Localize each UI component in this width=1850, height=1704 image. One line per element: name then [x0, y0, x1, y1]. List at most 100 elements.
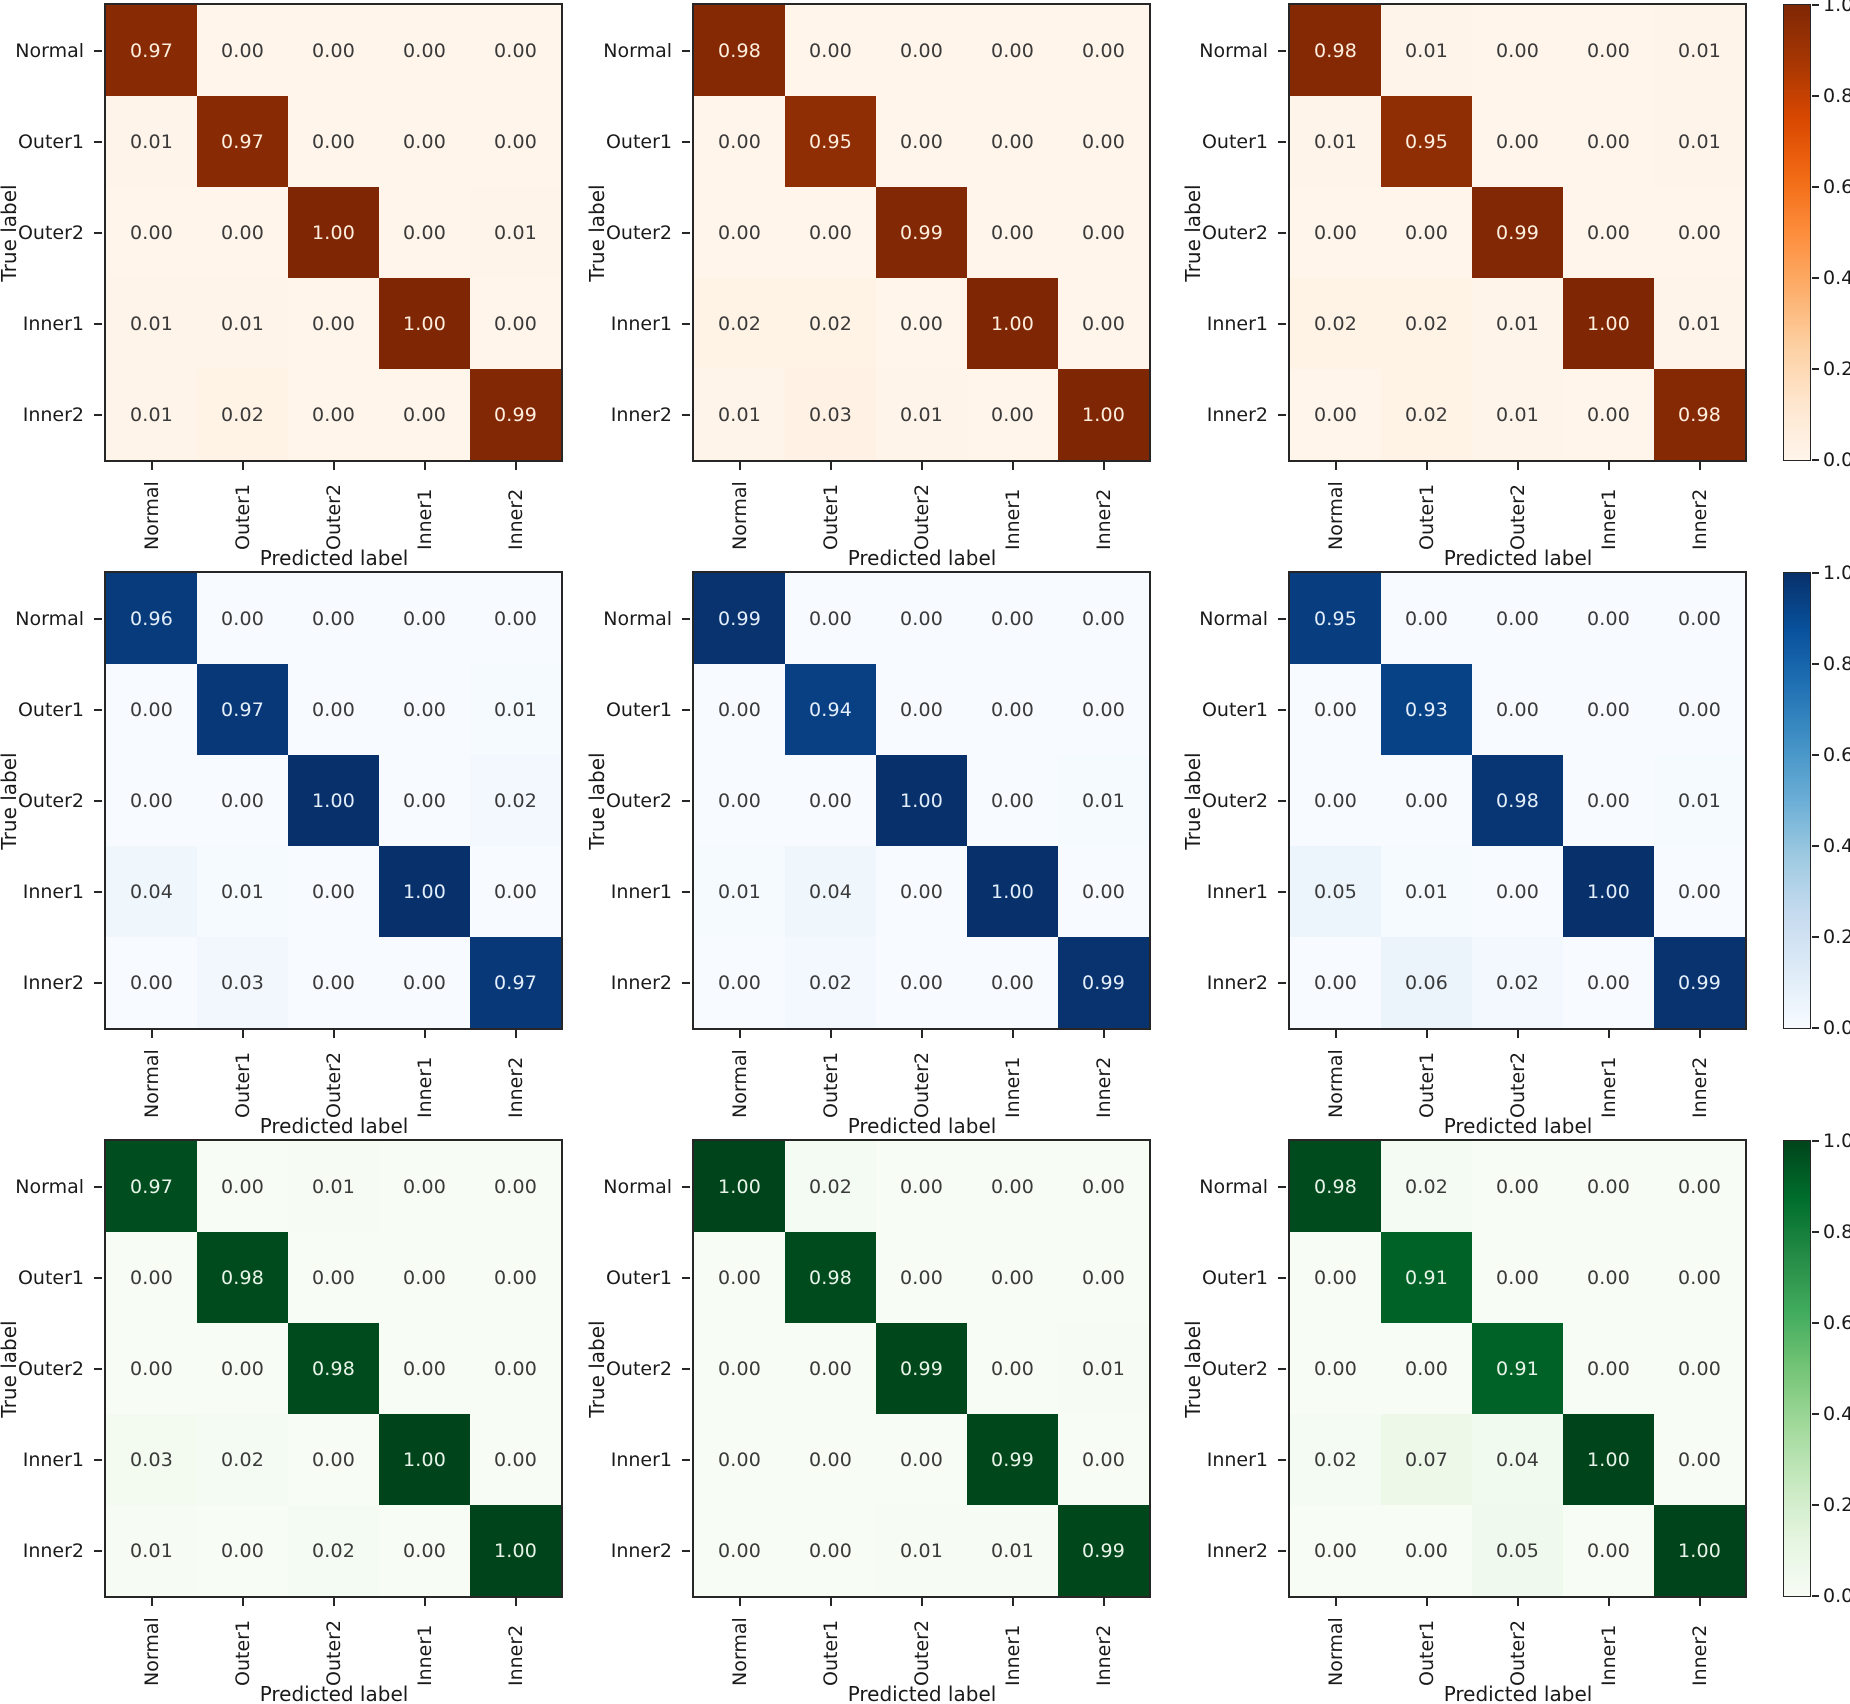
y-tick-label: Normal	[15, 607, 84, 630]
matrix-cell: 0.02	[1472, 937, 1563, 1028]
matrix-cell: 0.01	[197, 278, 288, 369]
y-tick-mark	[1278, 322, 1286, 325]
matrix-cell: 0.98	[197, 1232, 288, 1323]
matrix-cell: 0.00	[379, 937, 470, 1028]
y-axis-label: True label	[0, 752, 21, 850]
x-axis-label: Predicted label	[847, 546, 997, 570]
matrix-cell: 1.00	[1058, 369, 1149, 460]
y-tick-mark	[94, 1367, 102, 1370]
matrix-cell: 0.91	[1472, 1323, 1563, 1414]
x-tick-label: Outer2	[1506, 1051, 1529, 1118]
x-tick-label: Normal	[728, 1049, 751, 1118]
y-tick-label: Outer1	[1201, 1266, 1268, 1289]
x-tick-label: Outer1	[1415, 1051, 1438, 1118]
matrix-cell: 0.00	[288, 5, 379, 96]
colorbar-tick-label: 0.4	[1823, 267, 1850, 289]
y-tick-mark	[1278, 1367, 1286, 1370]
y-axis-label: True label	[1181, 752, 1205, 850]
matrix-cell: 0.00	[1563, 755, 1654, 846]
colorbar-tick-mark	[1812, 1504, 1819, 1506]
y-tick-label: Inner1	[610, 880, 672, 903]
y-tick-label: Outer2	[1201, 789, 1268, 812]
y-tick-label: Normal	[603, 1175, 672, 1198]
y-tick-mark	[94, 1185, 102, 1188]
colorbar-tick-mark	[1812, 845, 1819, 847]
y-tick-mark	[682, 140, 690, 143]
matrix-cell: 1.00	[1563, 846, 1654, 937]
y-tick-label: Normal	[15, 39, 84, 62]
matrix-cell: 0.98	[1290, 1141, 1381, 1232]
matrix-cell: 0.02	[1381, 369, 1472, 460]
y-tick-label: Outer1	[17, 1266, 84, 1289]
matrix-cell: 0.00	[1563, 369, 1654, 460]
x-tick-label: Inner2	[1688, 1056, 1711, 1118]
matrix-cell: 0.00	[967, 369, 1058, 460]
colorbar-tick-mark	[1812, 4, 1819, 6]
matrix-cell: 0.01	[470, 187, 561, 278]
matrix-cell: 0.01	[1654, 755, 1745, 846]
x-tick-mark	[1334, 462, 1337, 470]
matrix-cell: 0.00	[1381, 1323, 1472, 1414]
matrix-cell: 0.00	[694, 1323, 785, 1414]
x-tick-mark	[1425, 1598, 1428, 1606]
colorbar-tick-mark	[1812, 1140, 1819, 1142]
matrix-cell: 0.00	[1563, 573, 1654, 664]
matrix-cell: 0.02	[694, 278, 785, 369]
matrix-cell: 0.01	[1290, 96, 1381, 187]
colorbar-tick-label: 0.6	[1823, 1312, 1850, 1334]
matrix-cell: 0.00	[470, 1232, 561, 1323]
x-tick-mark	[1516, 1598, 1519, 1606]
matrix-cell: 0.02	[785, 278, 876, 369]
matrix-cell: 0.98	[288, 1323, 379, 1414]
y-tick-mark	[682, 890, 690, 893]
matrix-cell: 0.99	[1654, 937, 1745, 1028]
x-tick-mark	[829, 1030, 832, 1038]
colorbar-tick-label: 0.8	[1823, 653, 1850, 675]
x-tick-label: Inner1	[413, 488, 436, 550]
x-tick-mark	[332, 462, 335, 470]
x-tick-label: Inner2	[1688, 488, 1711, 550]
x-tick-label: Outer1	[1415, 1619, 1438, 1686]
x-tick-mark	[738, 1030, 741, 1038]
matrix-cell: 0.00	[197, 1505, 288, 1596]
matrix-cell: 0.00	[470, 96, 561, 187]
y-tick-label: Outer2	[605, 221, 672, 244]
confusion-matrix-plot-r1c1: 0.99 0.00 0.00 0.00 0.00 0.00 0.94 0.00 0.00 0.00…	[692, 571, 1151, 1030]
matrix-cell: 0.00	[1654, 1141, 1745, 1232]
x-tick-mark	[332, 1030, 335, 1038]
y-tick-mark	[94, 140, 102, 143]
y-tick-mark	[94, 1276, 102, 1279]
colorbar-tick-label: 0.0	[1823, 449, 1850, 471]
matrix-cell: 0.00	[1563, 96, 1654, 187]
y-tick-mark	[1278, 231, 1286, 234]
y-tick-label: Inner2	[610, 403, 672, 426]
x-tick-mark	[423, 1030, 426, 1038]
matrix-cell: 0.00	[1654, 187, 1745, 278]
x-tick-label: Outer2	[322, 483, 345, 550]
y-tick-label: Outer2	[17, 789, 84, 812]
matrix-cell: 0.00	[694, 664, 785, 755]
matrix-cell: 0.00	[106, 664, 197, 755]
matrix-cell: 0.00	[1654, 846, 1745, 937]
x-tick-mark	[1698, 1598, 1701, 1606]
matrix-cell: 0.00	[288, 1414, 379, 1505]
matrix-cell: 0.00	[1381, 187, 1472, 278]
matrix-cell: 0.00	[379, 5, 470, 96]
x-tick-label: Outer2	[910, 1619, 933, 1686]
matrix-cell: 0.03	[785, 369, 876, 460]
matrix-cell: 0.99	[1472, 187, 1563, 278]
matrix-cell: 0.00	[1563, 1323, 1654, 1414]
x-tick-label: Inner1	[413, 1056, 436, 1118]
matrix-cell: 0.00	[197, 1323, 288, 1414]
matrix-cell: 1.00	[967, 846, 1058, 937]
colorbar-tick-mark	[1812, 95, 1819, 97]
matrix-cell: 0.97	[106, 1141, 197, 1232]
x-axis-label: Predicted label	[847, 1682, 997, 1704]
matrix-cell: 0.00	[1472, 573, 1563, 664]
colorbar-tick-mark	[1812, 368, 1819, 370]
matrix-cell: 0.02	[197, 369, 288, 460]
y-axis-label: True label	[585, 1320, 609, 1418]
y-tick-mark	[94, 1549, 102, 1552]
y-tick-label: Outer1	[17, 130, 84, 153]
